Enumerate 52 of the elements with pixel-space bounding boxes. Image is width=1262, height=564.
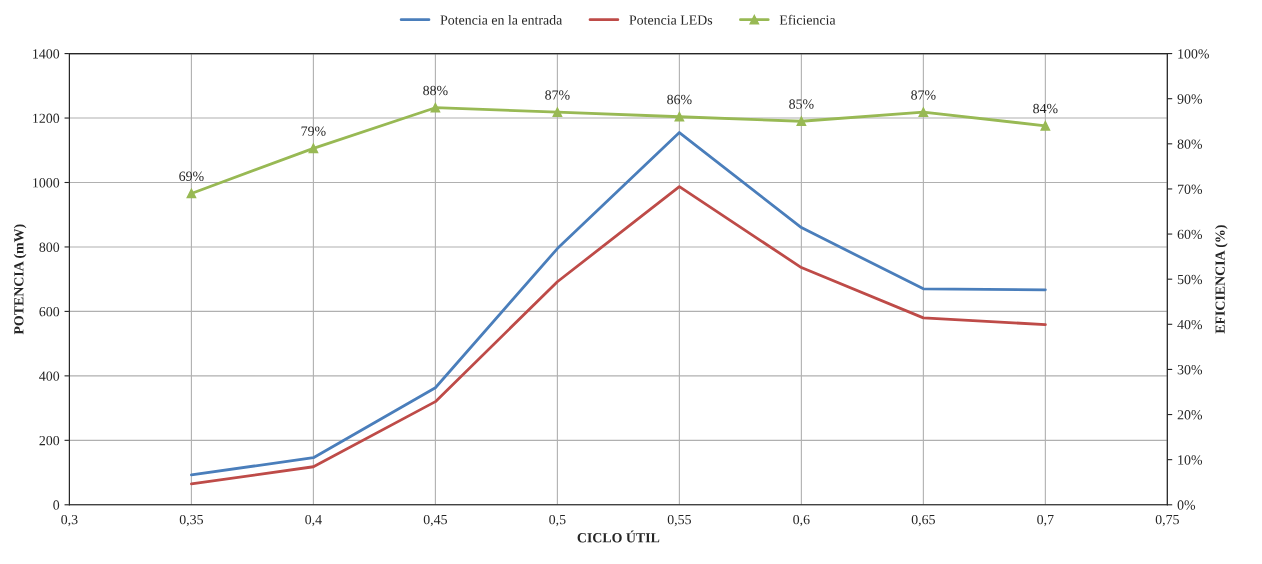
y2-tick-label: 40% <box>1177 319 1203 330</box>
y2-tick-label: 60% <box>1177 229 1203 240</box>
data-label: 87% <box>911 90 936 100</box>
data-label: 79% <box>301 126 326 136</box>
y2-tick-label: 100% <box>1178 49 1209 59</box>
y-tick-label: 800 <box>39 242 60 252</box>
y2-axis-title: EFICIENCIA (%) <box>1215 225 1228 334</box>
point <box>1040 120 1051 131</box>
point <box>186 188 197 199</box>
data-label: 69% <box>179 171 204 181</box>
y2-tick-label: 50% <box>1177 274 1203 285</box>
point <box>918 107 929 118</box>
x-axis-title: CICLO ÚTIL <box>577 530 660 543</box>
x-tick-label: 0,35 <box>179 514 204 527</box>
point <box>308 143 319 154</box>
y-tick-label: 1400 <box>33 49 60 59</box>
y2-tick-label: 0% <box>1177 500 1196 510</box>
y2-tick-label: 30% <box>1177 365 1203 375</box>
y2-tick-label: 80% <box>1177 139 1203 149</box>
x-tick-label: 0,6 <box>793 514 810 527</box>
y-tick-label: 1200 <box>33 113 60 123</box>
x-tick-label: 0,3 <box>61 514 78 527</box>
y-tick-label: 600 <box>39 306 60 317</box>
x-tick-label: 0,65 <box>911 514 935 527</box>
legend-label: Eficiencia <box>779 14 836 25</box>
y2-tick-label: 70% <box>1177 184 1203 194</box>
x-tick-label: 0,75 <box>1155 514 1179 527</box>
point <box>430 102 441 113</box>
data-label: 87% <box>545 90 570 100</box>
x-tick-label: 0,4 <box>305 514 322 527</box>
y-axis-title: POTENCIA (mW) <box>13 224 27 335</box>
x-tick-label: 0,7 <box>1037 514 1054 527</box>
y-tick-label: 400 <box>39 371 60 381</box>
data-label: 88% <box>423 85 448 96</box>
y-tick-label: 200 <box>39 435 60 446</box>
data-label: 84% <box>1033 103 1058 114</box>
x-tick-label: 0,45 <box>423 514 447 527</box>
legend-label: Potencia en la entrada <box>440 14 563 25</box>
x-tick-label: 0,55 <box>667 514 691 527</box>
point <box>552 107 563 118</box>
point <box>674 111 685 122</box>
data-label: 85% <box>789 99 814 109</box>
y-tick-label: 0 <box>53 500 60 510</box>
line-series <box>190 185 1047 486</box>
y-tick-label: 1000 <box>33 178 60 188</box>
y2-tick-label: 90% <box>1177 94 1203 104</box>
y2-tick-label: 10% <box>1178 455 1203 465</box>
data-label: 86% <box>667 94 692 105</box>
legend-label: Potencia LEDs <box>629 15 713 25</box>
y2-tick-label: 20% <box>1177 410 1203 420</box>
point <box>796 116 807 127</box>
x-tick-label: 0,5 <box>549 514 566 527</box>
